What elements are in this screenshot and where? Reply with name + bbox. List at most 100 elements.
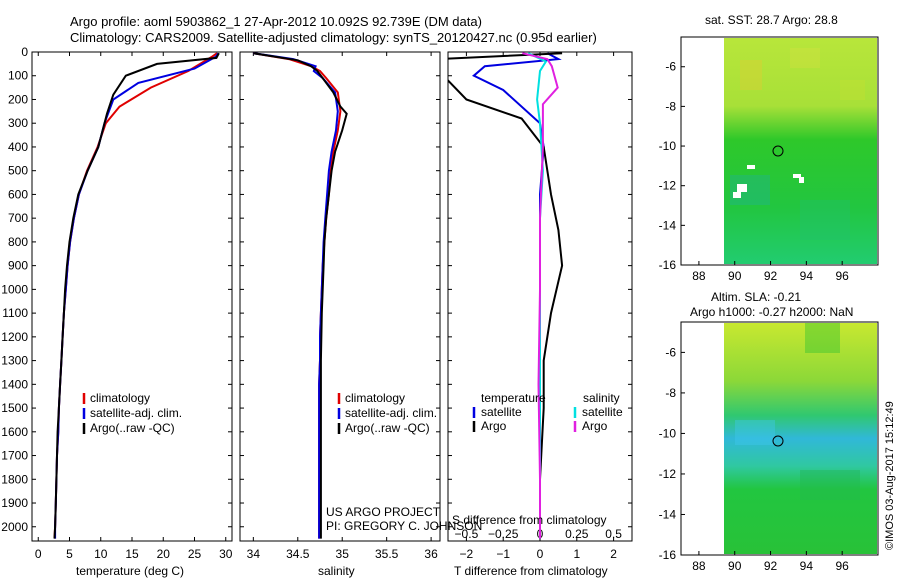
depth-tick-label: 1600 (1, 425, 28, 439)
header-line1: Argo profile: aoml 5903862_1 27-Apr-2012… (70, 14, 482, 29)
sst-map-field (724, 38, 877, 264)
x-tick-label: 20 (157, 547, 171, 561)
salinity-legend: climatology satellite-adj. clim. Argo(..… (337, 391, 437, 435)
temperature-panel (31, 51, 233, 542)
x-tick-label: −2 (460, 547, 474, 561)
map-y-tick-label: -12 (659, 179, 677, 193)
temperature-curves (53, 52, 220, 539)
depth-tick-label: 100 (8, 69, 28, 83)
top-x-tick-label: −0.5 (455, 527, 479, 541)
legend-label-t-satellite: satellite (481, 405, 522, 419)
x-tick-label: 5 (66, 547, 73, 561)
sst-map-texture (730, 48, 865, 240)
legend-label-climatology: climatology (90, 391, 150, 405)
depth-tick-label: 1800 (1, 472, 28, 486)
sst-map-missing-data (733, 165, 804, 198)
series-line-argo (53, 52, 220, 539)
depth-tick-label: 0 (21, 45, 28, 59)
x-tick-label: 2 (610, 547, 617, 561)
salinity-panel (239, 51, 441, 542)
map-x-tick-label: 92 (764, 559, 778, 573)
x-tick-label: 36 (424, 547, 438, 561)
temperature-xlabel: temperature (deg C) (76, 564, 184, 578)
legend-label-satellite: satellite-adj. clim. (90, 406, 182, 420)
depth-tick-label: 2000 (1, 520, 28, 534)
x-tick-label: 35.5 (375, 547, 399, 561)
project-annotation: US ARGO PROJECT PI: GREGORY C. JOHNSON (326, 505, 482, 533)
map-x-tick-label: 92 (764, 269, 778, 283)
sla-map-ticks: 88 90 92 94 96 -6 -8 -10 -12 -14 -16 (659, 345, 850, 573)
map-x-tick-label: 96 (836, 269, 850, 283)
x-tick-label: 15 (125, 547, 139, 561)
depth-tick-label: 1700 (1, 449, 28, 463)
map-y-tick-label: -16 (659, 258, 677, 272)
map-y-tick-label: -10 (659, 426, 677, 440)
map-y-tick-label: -6 (665, 345, 676, 359)
depth-tick-label: 1000 (1, 282, 28, 296)
legend-label-satellite: satellite-adj. clim. (345, 406, 437, 420)
map-x-tick-label: 90 (728, 269, 742, 283)
legend-label-t-argo: Argo (481, 419, 507, 433)
series-line-climatology (53, 52, 218, 539)
salinity-curves (253, 52, 348, 539)
x-tick-label: 35 (336, 547, 350, 561)
depth-tick-label: 500 (8, 164, 28, 178)
series-line-argo (253, 52, 348, 539)
map-x-tick-label: 88 (692, 559, 706, 573)
top-x-tick-label: 0.5 (605, 527, 622, 541)
depth-tick-label: 1500 (1, 401, 28, 415)
depth-tick-label: 1300 (1, 354, 28, 368)
depth-tick-label: 400 (8, 140, 28, 154)
depth-tick-label: 700 (8, 211, 28, 225)
legend-label-s-satellite: satellite (582, 405, 623, 419)
difference-curves (448, 52, 564, 539)
x-tick-label: 30 (219, 547, 233, 561)
x-tick-label: 0 (35, 547, 42, 561)
legend-header-temperature: temperature (481, 391, 546, 405)
map-x-tick-label: 94 (800, 269, 814, 283)
map-x-tick-label: 88 (692, 269, 706, 283)
series-line-t-argo (448, 52, 564, 539)
depth-tick-label: 1200 (1, 330, 28, 344)
sst-map-title: sat. SST: 28.7 Argo: 28.8 (705, 13, 838, 27)
legend-label-climatology: climatology (345, 391, 405, 405)
imos-timestamp: ©IMOS 03-Aug-2017 15:12:49 (884, 401, 896, 550)
x-tick-label: −1 (496, 547, 510, 561)
sla-map-texture (735, 323, 860, 500)
map-y-tick-label: -8 (665, 99, 676, 113)
legend-label-argo: Argo(..raw -QC) (90, 421, 175, 435)
x-tick-label: 34.5 (286, 547, 310, 561)
axes-ticks: 0100200300400500600700800900100011001200… (1, 45, 632, 561)
sla-map-field (724, 323, 877, 554)
legend-header-salinity: salinity (583, 391, 620, 405)
legend-label-s-argo: Argo (582, 419, 608, 433)
sla-argo-location-marker (772, 435, 784, 447)
x-tick-label: 25 (188, 547, 202, 561)
map-x-tick-label: 96 (836, 559, 850, 573)
difference-top-xlabel: S difference from climatology (452, 513, 607, 527)
difference-xlabel: T difference from climatology (454, 564, 608, 578)
sla-map-title: Altim. SLA: -0.21 (711, 290, 801, 304)
map-y-tick-label: -8 (665, 386, 676, 400)
map-y-tick-label: -14 (659, 507, 677, 521)
map-x-tick-label: 94 (800, 559, 814, 573)
temperature-legend: climatology satellite-adj. clim. Argo(..… (82, 391, 182, 435)
depth-tick-label: 1100 (2, 306, 28, 320)
depth-tick-label: 200 (8, 92, 28, 106)
series-line-satellite (253, 52, 339, 539)
series-line-t-satellite (471, 52, 562, 539)
legend-label-argo: Argo(..raw -QC) (345, 421, 430, 435)
map-x-tick-label: 90 (728, 559, 742, 573)
annotation-line: US ARGO PROJECT (326, 505, 441, 519)
depth-tick-label: 1900 (1, 496, 28, 510)
x-tick-label: 34 (247, 547, 261, 561)
x-tick-label: 1 (573, 547, 580, 561)
depth-tick-label: 300 (8, 116, 28, 130)
annotation-line: PI: GREGORY C. JOHNSON (326, 519, 482, 533)
map-y-tick-label: -14 (659, 218, 677, 232)
top-x-tick-label: 0.25 (565, 527, 589, 541)
series-line-satellite (54, 52, 220, 539)
map-y-tick-label: -16 (659, 548, 677, 562)
depth-tick-label: 600 (8, 187, 28, 201)
